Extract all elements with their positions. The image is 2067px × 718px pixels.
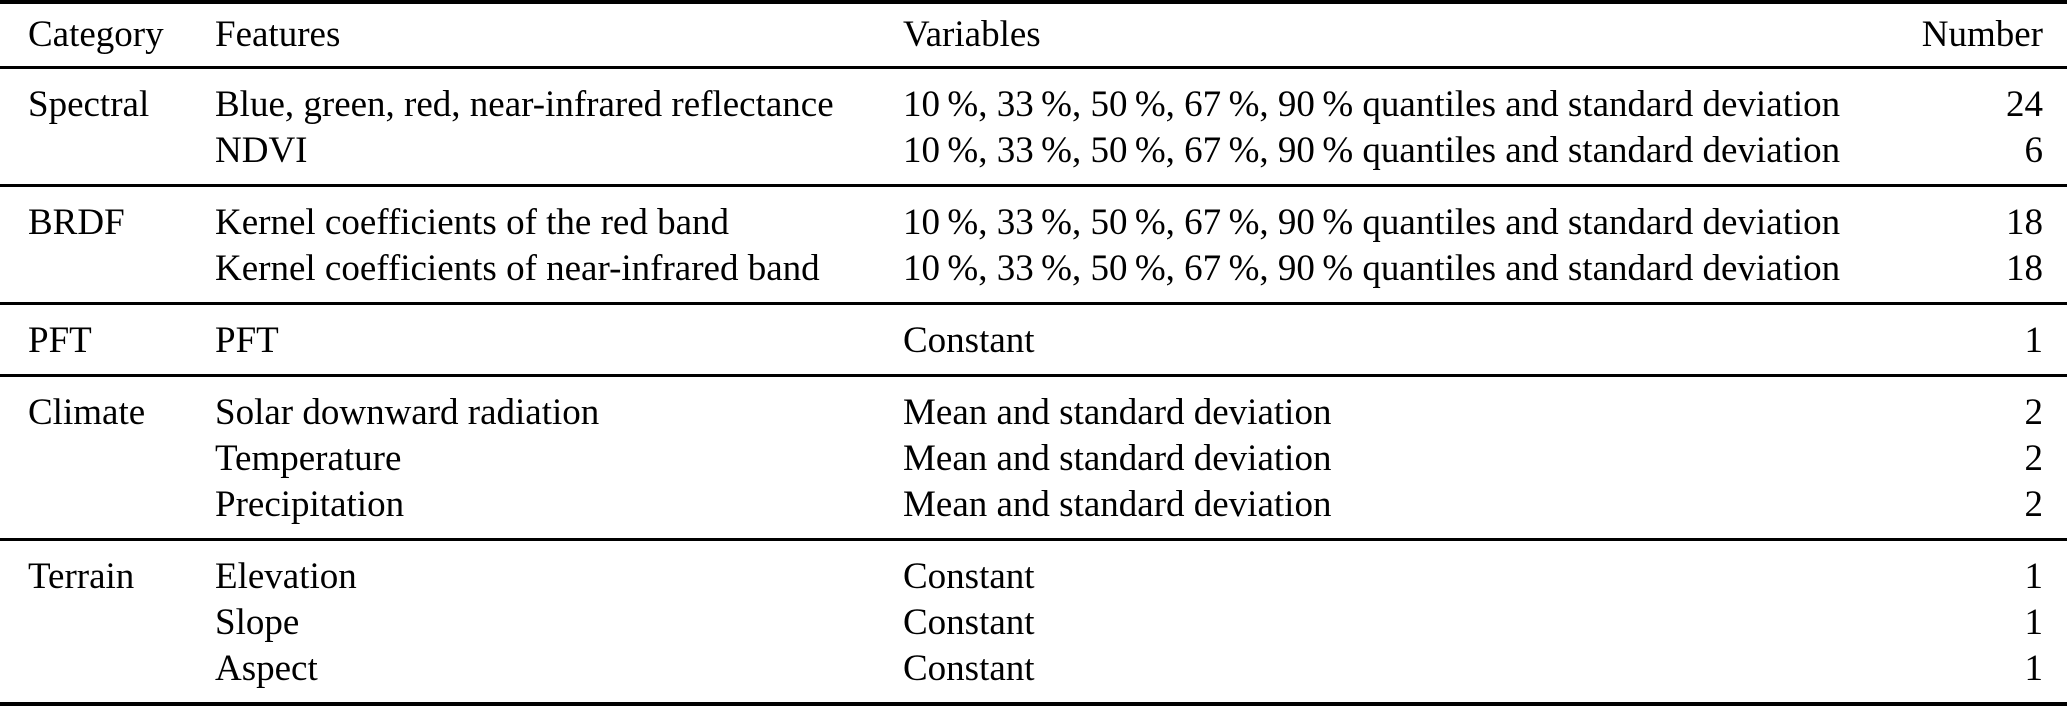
table-row: Terrain Elevation Constant 1 bbox=[0, 539, 2067, 600]
table-row: Kernel coefficients of near-infrared ban… bbox=[0, 246, 2067, 304]
section-terrain: Terrain Elevation Constant 1 Slope Const… bbox=[0, 539, 2067, 704]
table-row: PFT PFT Constant 1 bbox=[0, 303, 2067, 375]
table-row: Temperature Mean and standard deviation … bbox=[0, 436, 2067, 482]
cell-category: BRDF bbox=[28, 201, 125, 243]
cell-variables: Mean and standard deviation bbox=[903, 483, 1332, 525]
cell-variables: 10 %, 33 %, 50 %, 67 %, 90 % quantiles a… bbox=[903, 129, 1841, 171]
cell-variables: Constant bbox=[903, 647, 1035, 689]
table-row: Precipitation Mean and standard deviatio… bbox=[0, 482, 2067, 540]
cell-number: 2 bbox=[2024, 437, 2044, 479]
cell-variables: Mean and standard deviation bbox=[903, 391, 1332, 433]
cell-category bbox=[0, 646, 215, 704]
table-row: Slope Constant 1 bbox=[0, 600, 2067, 646]
cell-number: 2 bbox=[2024, 391, 2044, 433]
cell-category: Terrain bbox=[28, 555, 135, 597]
section-climate: Climate Solar downward radiation Mean an… bbox=[0, 375, 2067, 539]
cell-variables: Constant bbox=[903, 319, 1035, 361]
cell-number: 6 bbox=[2024, 129, 2044, 171]
cell-category bbox=[0, 246, 215, 304]
cell-category bbox=[0, 600, 215, 646]
cell-category: Climate bbox=[28, 391, 146, 433]
cell-variables: 10 %, 33 %, 50 %, 67 %, 90 % quantiles a… bbox=[903, 247, 1841, 289]
cell-category bbox=[0, 436, 215, 482]
table-row: BRDF Kernel coefficients of the red band… bbox=[0, 185, 2067, 246]
column-header-number: Number bbox=[1882, 2, 2067, 69]
table-row: NDVI 10 %, 33 %, 50 %, 67 %, 90 % quanti… bbox=[0, 128, 2067, 186]
cell-category: PFT bbox=[28, 319, 92, 361]
cell-number: 2 bbox=[2024, 483, 2044, 525]
cell-features: Precipitation bbox=[215, 483, 405, 525]
cell-features: Solar downward radiation bbox=[215, 391, 600, 433]
column-header-category: Category bbox=[0, 2, 215, 69]
cell-features: Temperature bbox=[215, 437, 402, 479]
column-header-features: Features bbox=[215, 2, 903, 69]
table-row: Aspect Constant 1 bbox=[0, 646, 2067, 704]
cell-number: 1 bbox=[2024, 647, 2044, 689]
cell-features: Kernel coefficients of near-infrared ban… bbox=[215, 247, 820, 289]
cell-features: Blue, green, red, near-infrared reflecta… bbox=[215, 83, 834, 125]
table-header: Category Features Variables Number bbox=[0, 2, 2067, 69]
cell-features: Aspect bbox=[215, 647, 318, 689]
cell-category bbox=[0, 128, 215, 186]
cell-number: 18 bbox=[2006, 201, 2043, 243]
table-row: Climate Solar downward radiation Mean an… bbox=[0, 375, 2067, 436]
cell-features: Elevation bbox=[215, 555, 357, 597]
cell-number: 18 bbox=[2006, 247, 2043, 289]
column-header-variables: Variables bbox=[903, 2, 1882, 69]
section-pft: PFT PFT Constant 1 bbox=[0, 303, 2067, 375]
section-spectral: Spectral Blue, green, red, near-infrared… bbox=[0, 67, 2067, 185]
cell-variables: 10 %, 33 %, 50 %, 67 %, 90 % quantiles a… bbox=[903, 201, 1841, 243]
table-row: Spectral Blue, green, red, near-infrared… bbox=[0, 67, 2067, 128]
cell-features: Kernel coefficients of the red band bbox=[215, 201, 730, 243]
cell-features: Slope bbox=[215, 601, 300, 643]
cell-category bbox=[0, 482, 215, 540]
cell-variables: Constant bbox=[903, 555, 1035, 597]
cell-features: PFT bbox=[215, 319, 279, 361]
cell-variables: Mean and standard deviation bbox=[903, 437, 1332, 479]
cell-number: 24 bbox=[2006, 83, 2043, 125]
header-row: Category Features Variables Number bbox=[0, 2, 2067, 69]
section-brdf: BRDF Kernel coefficients of the red band… bbox=[0, 185, 2067, 303]
cell-number: 1 bbox=[2024, 555, 2044, 597]
cell-variables: Constant bbox=[903, 601, 1035, 643]
cell-number: 1 bbox=[2024, 601, 2044, 643]
cell-variables: 10 %, 33 %, 50 %, 67 %, 90 % quantiles a… bbox=[903, 83, 1841, 125]
cell-features: NDVI bbox=[215, 129, 308, 171]
cell-category: Spectral bbox=[28, 83, 150, 125]
cell-number: 1 bbox=[2024, 319, 2044, 361]
